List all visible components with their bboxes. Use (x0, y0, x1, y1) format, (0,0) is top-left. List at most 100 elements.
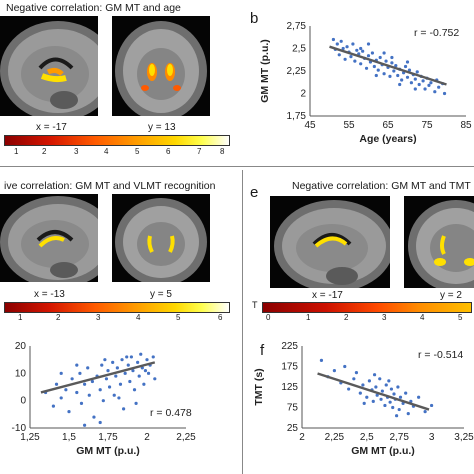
data-point (75, 363, 79, 367)
data-point (126, 363, 130, 367)
panel-c-sagittal-slice (0, 194, 98, 282)
data-point (349, 55, 353, 59)
correlation-annotation: r = 0.478 (150, 407, 192, 419)
data-point (374, 385, 378, 389)
data-point (371, 399, 375, 403)
panel-a-coord-y: y = 13 (148, 122, 176, 133)
data-point (384, 383, 388, 387)
panel-e-coronal-slice (404, 196, 474, 288)
data-point (104, 377, 109, 381)
data-point (59, 371, 63, 375)
panel-c-title: ive correlation: GM MT and VLMT recognit… (4, 180, 216, 192)
data-point (132, 388, 137, 392)
panel-e-coord-y: y = 2 (440, 290, 462, 301)
data-point (417, 82, 421, 87)
colorbar-tick: 3 (382, 313, 387, 322)
panel-e-colorbar-label: T (252, 300, 258, 310)
data-point (370, 51, 374, 55)
data-point (421, 79, 425, 83)
panel-f-letter: f (260, 342, 265, 359)
x-tick-label: 55 (343, 120, 355, 131)
data-point (83, 423, 87, 427)
data-point (153, 377, 157, 381)
panel-b-letter: b (250, 10, 259, 27)
data-point (64, 388, 68, 392)
x-tick-label: 2,25 (325, 432, 345, 443)
x-tick-label: 1,75 (98, 432, 118, 443)
data-point (142, 382, 146, 386)
y-tick-label: 2,5 (292, 44, 306, 55)
x-axis-label: GM MT (p.u.) (76, 445, 140, 457)
data-point (406, 412, 410, 416)
data-point (379, 397, 383, 401)
data-point (372, 64, 376, 69)
data-point (388, 400, 392, 404)
data-point (413, 77, 417, 81)
y-tick-label: 2,25 (287, 66, 307, 77)
x-tick-label: 65 (382, 120, 394, 131)
x-tick-label: 75 (421, 120, 433, 131)
data-point (87, 393, 91, 397)
data-point (117, 396, 121, 400)
colorbar-tick: 7 (197, 147, 202, 156)
colorbar-tick: 5 (176, 313, 181, 322)
panel-d-scatter-chart: -10 0 10 20 1,25 1,5 1,75 2 2,25 r = 0.478 GM MT (… (12, 341, 197, 457)
colorbar-tick: 3 (74, 147, 79, 156)
data-point (134, 401, 138, 405)
colorbar-tick: 4 (420, 313, 425, 322)
data-point (115, 366, 119, 370)
data-point (145, 358, 149, 362)
x-tick-label: 45 (304, 120, 316, 131)
colorbar-tick: 5 (458, 313, 463, 322)
y-tick-label: 10 (15, 368, 27, 379)
panel-e-sagittal-slice (270, 196, 390, 288)
brain-sagittal-image (274, 200, 390, 288)
data-point (413, 87, 417, 91)
brain-coronal-image (115, 198, 207, 282)
data-point (387, 379, 391, 383)
data-point (131, 369, 135, 373)
panel-a-sagittal-slice (0, 16, 98, 116)
panel-c-coronal-slice (112, 194, 210, 282)
data-point (101, 399, 105, 403)
data-point (332, 369, 336, 373)
data-point (106, 369, 110, 373)
data-point (395, 414, 399, 418)
data-point (54, 382, 59, 386)
data-point (351, 42, 355, 46)
panel-divider-horizontal (0, 166, 474, 167)
x-axis-label: Age (years) (359, 133, 416, 145)
data-point (409, 399, 413, 403)
data-point (392, 392, 396, 396)
colorbar-tick: 0 (266, 313, 271, 322)
data-point (390, 61, 394, 65)
data-point (384, 59, 388, 63)
data-point (389, 387, 394, 391)
data-point (128, 379, 132, 384)
data-point (430, 403, 434, 408)
data-point (343, 57, 347, 61)
panel-e-colorbar (262, 302, 472, 313)
data-point (339, 39, 343, 43)
data-point (353, 59, 357, 63)
brain-sagittal-image (0, 21, 98, 116)
data-point (125, 355, 129, 359)
data-point (139, 352, 143, 356)
data-point (365, 395, 369, 399)
data-point (380, 389, 384, 393)
colorbar-tick: 5 (135, 147, 140, 156)
panel-a-colorbar-ticks: 1 2 3 4 5 6 7 8 (4, 147, 228, 159)
data-point (382, 51, 386, 55)
data-point (143, 369, 148, 373)
x-tick-label: 2,25 (176, 432, 196, 443)
data-point (123, 371, 127, 375)
colorbar-tick: 6 (166, 147, 171, 156)
data-point (423, 410, 427, 414)
data-point (355, 48, 359, 52)
colorbar-tick: 1 (306, 313, 311, 322)
data-point (354, 371, 359, 375)
data-point (415, 70, 419, 74)
colorbar-tick: 2 (56, 313, 61, 322)
brain-coronal-image (115, 21, 207, 116)
data-point (335, 42, 339, 46)
